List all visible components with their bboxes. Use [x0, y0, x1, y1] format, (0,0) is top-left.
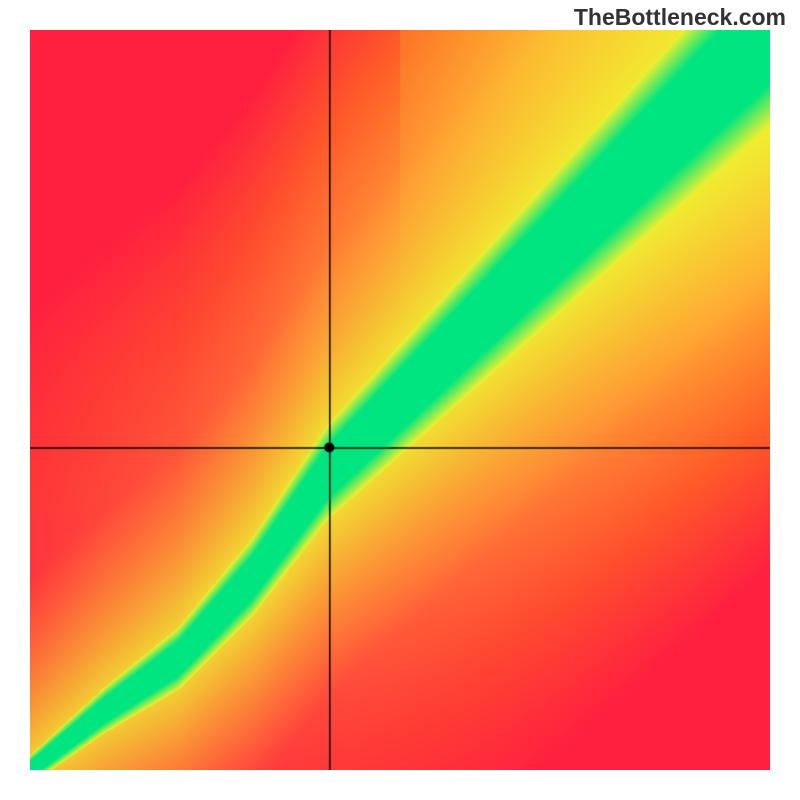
chart-container: TheBottleneck.com — [0, 0, 800, 800]
watermark-text: TheBottleneck.com — [574, 4, 786, 31]
heatmap-canvas — [30, 30, 770, 770]
heatmap-chart — [30, 30, 770, 770]
